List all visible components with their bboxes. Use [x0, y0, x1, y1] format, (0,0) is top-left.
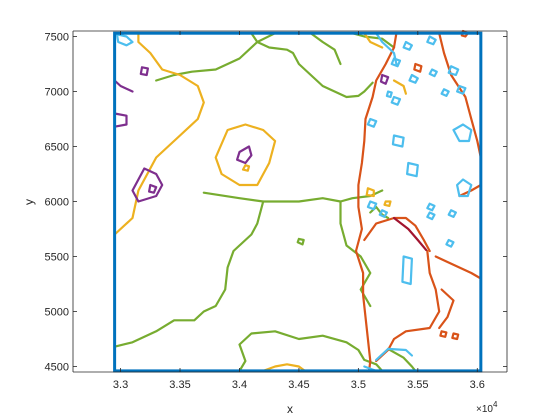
x-tick-label-5: 3.55: [407, 379, 428, 391]
contour-line-43: [408, 73, 419, 84]
contour-line-4: [202, 189, 384, 203]
contour-line-44: [428, 68, 438, 78]
contour-line-33: [413, 62, 423, 73]
contour-line-7: [238, 330, 384, 372]
contour-line-32: [458, 183, 482, 198]
contour-line-20: [113, 79, 134, 93]
contour-line-16: [392, 79, 407, 95]
contour-line-27: [438, 32, 482, 159]
x-tick-label-1: 3.35: [169, 379, 190, 391]
y-tick-label-5: 7000: [45, 87, 69, 99]
contour-line-24: [236, 145, 253, 165]
contour-line-18: [262, 363, 306, 372]
x-ticks: 3.3 3.35 3.4 3.45 3.5 3.55 3.6: [113, 31, 485, 391]
contour-line-38: [115, 33, 134, 47]
contour-line-54: [456, 178, 473, 198]
y-axis-label: y: [22, 199, 36, 205]
y-tick-label-2: 5500: [45, 252, 69, 264]
x-exponent-base: ×104: [476, 400, 498, 415]
contour-line-12: [214, 123, 277, 187]
contour-line-28: [363, 216, 431, 253]
contour-line-25: [379, 73, 390, 85]
x-tick-label-4: 3.5: [351, 379, 366, 391]
contour-line-56: [378, 209, 388, 218]
x-tick-label-0: 3.3: [113, 379, 128, 391]
y-tick-label-0: 4500: [45, 362, 69, 374]
y-tick-label-4: 6500: [45, 142, 69, 154]
contour-line-1: [309, 32, 342, 66]
contour-line-5: [113, 200, 265, 348]
contour-line-59: [447, 209, 457, 218]
y-ticks: 4500 5000 5500 6000 6500 7000 7500: [45, 32, 507, 374]
contour-line-23: [148, 183, 158, 194]
contour-line-40: [390, 57, 402, 68]
contour-line-8: [387, 347, 417, 372]
contour-line-53: [406, 161, 419, 178]
x-tick-label-2: 3.4: [232, 379, 247, 391]
contour-line-10: [296, 237, 305, 246]
contour-line-55: [366, 200, 378, 211]
contour-line-46: [456, 84, 467, 95]
contour-line-11: [113, 32, 205, 236]
y-tick-label-6: 7500: [45, 32, 69, 44]
contour-line-60: [445, 238, 455, 248]
y-tick-label-3: 6000: [45, 197, 69, 209]
contour-line-35: [451, 332, 460, 341]
contour-line-21: [113, 112, 128, 128]
contour-line-6: [339, 200, 372, 308]
contour-line-17: [383, 200, 392, 207]
contour-line-19: [139, 66, 149, 77]
contour-line-61: [401, 255, 413, 286]
x-tick-label-3: 3.45: [288, 379, 309, 391]
contour-line-58: [426, 211, 436, 221]
contour-line-52: [452, 123, 473, 143]
contour-lines: [113, 29, 482, 372]
contour-line-45: [440, 88, 450, 98]
contour-line-0: [250, 32, 374, 99]
contour-line-15: [365, 187, 375, 198]
contour-line-50: [366, 117, 378, 128]
contour-line-37: [392, 216, 428, 251]
contour-line-41: [402, 40, 413, 51]
contour-line-34: [439, 330, 448, 338]
contour-line-22: [131, 167, 164, 203]
contour-line-49: [385, 90, 393, 99]
contour-line-62: [375, 347, 413, 361]
domain-boundary: [113, 31, 483, 373]
contour-line-51: [391, 134, 405, 148]
contour-line-48: [390, 95, 402, 106]
contour-line-14: [363, 32, 384, 49]
contour-line-3: [155, 32, 277, 82]
contour-line-42: [426, 35, 437, 46]
contour-line-13: [241, 164, 251, 172]
y-tick-label-1: 5000: [45, 307, 69, 319]
x-axis-label: x: [287, 402, 293, 416]
contour-line-30: [375, 249, 441, 363]
contour-line-57: [426, 202, 436, 212]
contour-line-39: [375, 32, 398, 66]
contour-line-31: [438, 288, 455, 330]
contour-line-47: [447, 65, 460, 77]
contour-line-29: [434, 255, 482, 280]
contour-line-26: [354, 32, 398, 372]
x-tick-label-6: 3.6: [470, 379, 485, 391]
